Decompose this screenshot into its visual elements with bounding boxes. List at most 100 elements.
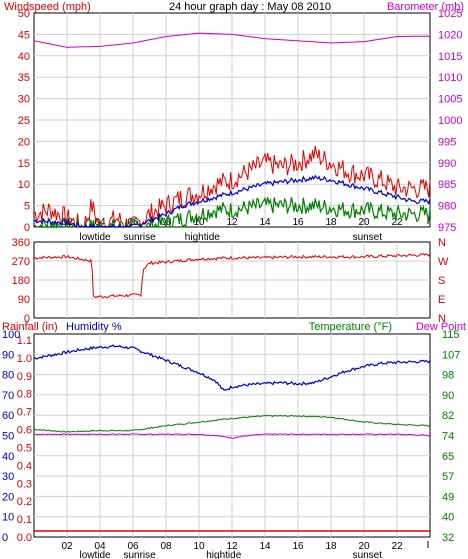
right-tick-label: 1020 [438, 29, 462, 41]
humidity-tick-label: 10 [2, 512, 14, 524]
event-label-sunset: sunset [353, 232, 383, 243]
humidity-tick-label: 40 [2, 451, 14, 463]
right-tick-label: 980 [438, 201, 456, 213]
temperature-tick-label: 57 [442, 471, 454, 483]
humidity-tick-label: 60 [2, 410, 14, 422]
left-tick-label: 45 [18, 29, 30, 41]
temperature-axis-label: Temperature (°F) [309, 321, 392, 333]
temperature-tick-label: 49 [442, 491, 454, 503]
humidity-tick-label: 100 [2, 329, 20, 341]
temperature-tick-label: 40 [442, 512, 454, 524]
chart-title: 24 hour graph day : May 08 2010 [169, 1, 331, 13]
hour-tick-label: 18 [325, 217, 337, 228]
left-tick-label: 40 [18, 51, 30, 63]
hour-tick-label: 18 [325, 541, 337, 552]
hour-tick-label: 02 [61, 541, 73, 552]
left-tick-label: 0 [24, 313, 30, 325]
right-tick-label: S [438, 275, 445, 287]
temperature-tick-label: 98 [442, 370, 454, 382]
left-tick-label: 90 [18, 294, 30, 306]
hour-tick-label: 08 [160, 541, 172, 552]
rain-tick-label: 0.6 [17, 425, 32, 437]
right-tick-label: 1025 [438, 8, 462, 20]
wind-gust-line [33, 145, 431, 229]
wind-average-line [33, 174, 431, 229]
right-tick-label: 995 [438, 136, 456, 148]
rain-tick-label: 0.5 [17, 442, 32, 454]
rain-tick-label: 0.1 [17, 514, 32, 526]
left-tick-label: 30 [18, 94, 30, 106]
humidity-tick-label: 80 [2, 370, 14, 382]
grid-lines [34, 13, 430, 537]
event-label-hightide: hightide [185, 232, 220, 243]
right-tick-label: 975 [438, 222, 456, 234]
left-tick-label: 360 [12, 237, 30, 249]
temperature-tick-label: 90 [442, 390, 454, 402]
temperature-tick-label: 74 [442, 431, 454, 443]
temperature-tick-label: 107 [442, 349, 460, 361]
event-label-sunrise: sunrise [123, 232, 156, 243]
left-tick-label: 10 [18, 179, 30, 191]
humidity-tick-label: 90 [2, 349, 14, 361]
temperature-tick-label: 65 [442, 451, 454, 463]
windspeed-axis-label: Windspeed (mph) [4, 1, 91, 13]
humidity-tick-label: 20 [2, 491, 14, 503]
hour-tick-label: 12 [226, 217, 238, 228]
left-tick-label: 50 [18, 8, 30, 20]
right-tick-label: 990 [438, 158, 456, 170]
dewpoint-axis-label: Dew Point [416, 321, 466, 333]
hour-tick-label: 16 [292, 217, 304, 228]
hour-tick-label: 10 [193, 217, 205, 228]
temperature-tick-label: 32 [442, 532, 454, 544]
rain-tick-label: 1.1 [17, 335, 32, 347]
rainfall-axis-label: Rainfall (in) [2, 321, 58, 333]
hour-tick-label: 20 [358, 217, 370, 228]
rain-tick-label: 1.0 [17, 353, 32, 365]
hour-tick-label: 20 [358, 541, 370, 552]
barometer-line [33, 32, 430, 48]
rain-tick-label: 0.4 [17, 460, 32, 472]
rain-tick-label: 0.2 [17, 496, 32, 508]
rain-tick-label: 0.0 [17, 532, 32, 544]
wind-low-line [33, 196, 431, 230]
hour-tick-label: 14 [259, 541, 271, 552]
rain-tick-label: 0.9 [17, 371, 32, 383]
event-label-lowtide: lowtide [79, 232, 111, 243]
wind-direction-line [33, 252, 431, 299]
right-tick-label: 1005 [438, 94, 462, 106]
event-label-sunrise: sunrise [123, 550, 156, 559]
left-tick-label: 15 [18, 158, 30, 170]
left-tick-label: 180 [12, 275, 30, 287]
right-tick-label: 1010 [438, 72, 462, 84]
humidity-tick-label: 70 [2, 390, 14, 402]
hour-tick-label: 04 [94, 541, 106, 552]
right-tick-label: 1015 [438, 51, 462, 63]
hour-tick-label: 22 [391, 541, 403, 552]
right-tick-label: W [438, 256, 449, 268]
left-tick-label: 35 [18, 72, 30, 84]
hour-tick-label: 06 [127, 541, 139, 552]
chart-series [33, 32, 431, 532]
hour-tick-label: 22 [391, 217, 403, 228]
event-label-sunset: sunset [353, 550, 383, 559]
humidity-axis-label: Humidity % [66, 321, 122, 333]
left-tick-label: 5 [24, 201, 30, 213]
right-tick-label: N [438, 237, 446, 249]
event-label-hightide: hightide [206, 550, 241, 559]
barometer-axis-label: Barometer (mb) [387, 1, 464, 13]
hour-tick-label: 14 [259, 217, 271, 228]
humidity-tick-label: 30 [2, 471, 14, 483]
hour-tick-label: 16 [292, 541, 304, 552]
hour-tick-label: 12 [226, 541, 238, 552]
left-tick-label: 0 [24, 222, 30, 234]
humidity-tick-label: 0 [2, 532, 8, 544]
event-label-lowtide: lowtide [79, 550, 111, 559]
rain-tick-label: 0.7 [17, 407, 32, 419]
left-tick-label: 25 [18, 115, 30, 127]
humidity-tick-label: 50 [2, 431, 14, 443]
left-tick-label: 270 [12, 256, 30, 268]
left-tick-label: 20 [18, 136, 30, 148]
temperature-tick-label: 115 [442, 329, 460, 341]
rain-tick-label: 0.3 [17, 478, 32, 490]
